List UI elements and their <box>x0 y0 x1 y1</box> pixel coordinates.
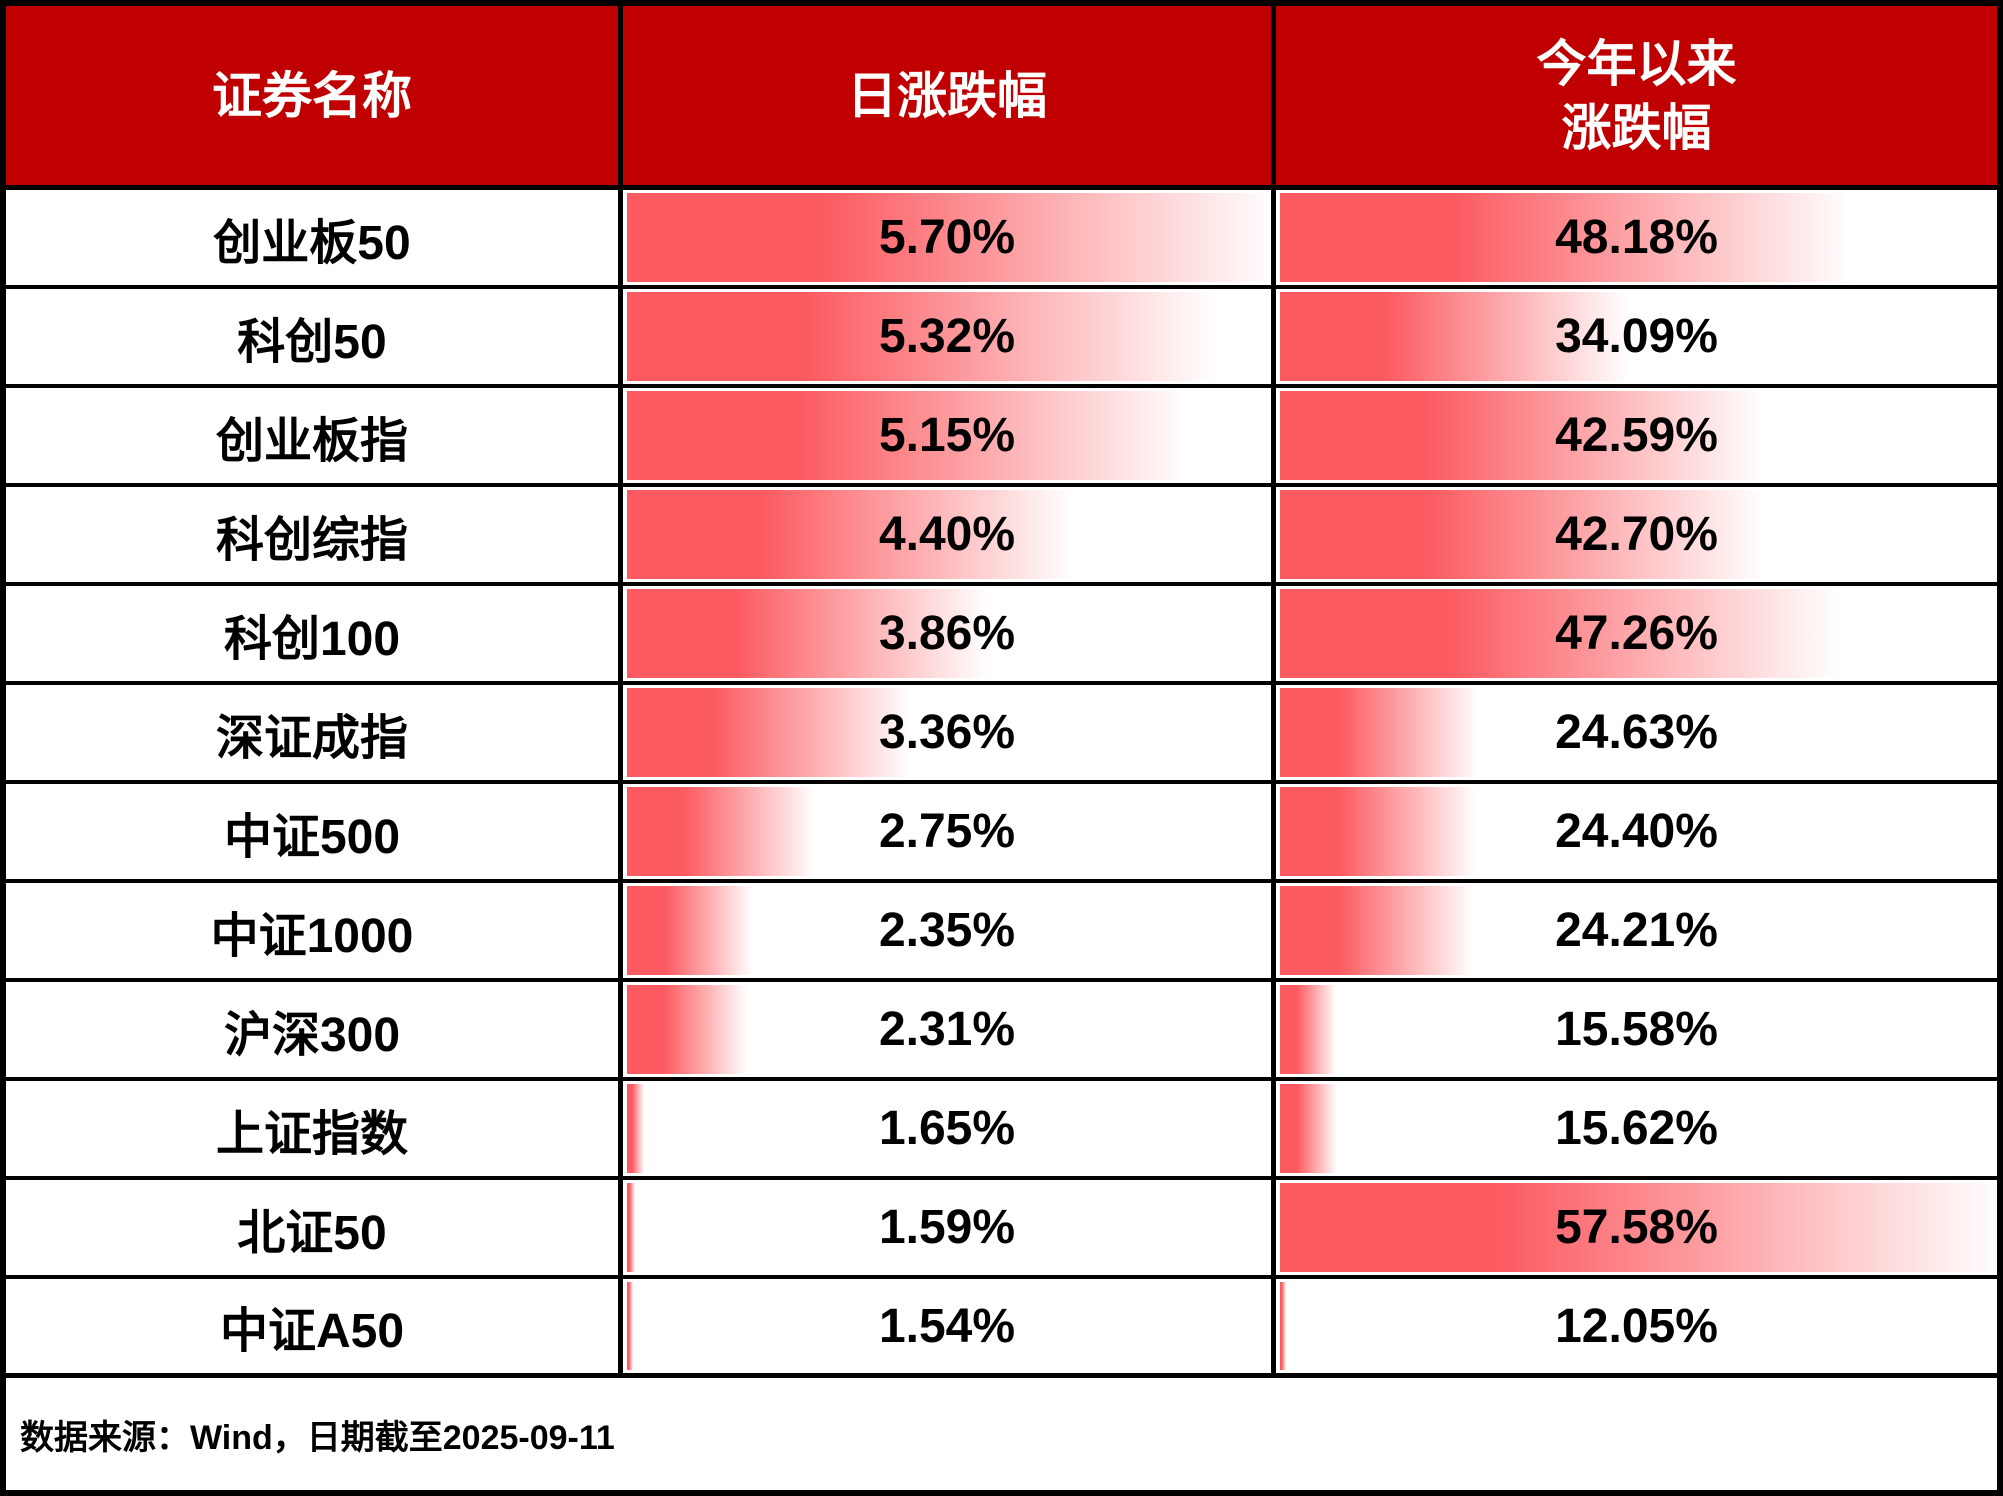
ytd-change-value: 12.05% <box>1555 1299 1718 1353</box>
daily-change-databar <box>627 391 1190 480</box>
header-ytd-line2: 涨跌幅 <box>1561 99 1712 156</box>
index-name: 科创100 <box>6 586 618 685</box>
daily-change-value: 1.65% <box>878 1102 1016 1155</box>
ytd-change-databar <box>1280 1183 1997 1272</box>
index-name: 北证50 <box>6 1180 618 1279</box>
ytd-change-databar <box>1280 589 1838 678</box>
daily-change-cell: 1.59% <box>618 1180 1271 1279</box>
ytd-change-cell: 24.63% <box>1271 685 1997 784</box>
ytd-change-databar <box>1280 391 1764 480</box>
daily-change-databar <box>627 688 911 777</box>
daily-change-cell: 1.54% <box>618 1279 1271 1378</box>
ytd-change-cell: 57.58% <box>1271 1180 1997 1279</box>
ytd-change-cell: 24.40% <box>1271 784 1997 883</box>
ytd-change-cell: 34.09% <box>1271 289 1997 388</box>
daily-change-cell: 2.75% <box>618 784 1271 883</box>
daily-change-databar <box>627 886 754 975</box>
index-name: 沪深300 <box>6 982 618 1081</box>
ytd-change-databar <box>1280 985 1336 1074</box>
daily-change-databar <box>627 985 747 1074</box>
ytd-change-cell: 42.70% <box>1271 487 1997 586</box>
daily-change-cell: 2.35% <box>618 883 1271 982</box>
index-name: 创业板指 <box>6 388 618 487</box>
ytd-change-value: 34.09% <box>1555 310 1718 363</box>
ytd-change-value: 24.63% <box>1555 706 1718 759</box>
index-name: 中证A50 <box>6 1279 618 1378</box>
index-name: 科创综指 <box>6 487 618 586</box>
daily-change-value: 1.54% <box>878 1299 1016 1353</box>
ytd-change-databar <box>1280 886 1473 975</box>
daily-change-value: 5.32% <box>878 310 1016 363</box>
daily-change-value: 2.35% <box>878 904 1016 957</box>
ytd-change-databar <box>1280 490 1766 579</box>
ytd-change-cell: 15.62% <box>1271 1081 1997 1180</box>
daily-change-value: 3.36% <box>878 706 1016 759</box>
ytd-change-databar <box>1280 193 1853 282</box>
daily-change-databar <box>627 193 1271 282</box>
ytd-change-databar <box>1280 688 1480 777</box>
ytd-change-value: 42.70% <box>1555 508 1718 561</box>
ytd-change-cell: 12.05% <box>1271 1279 1997 1378</box>
daily-change-value: 3.86% <box>878 607 1016 660</box>
header-ytd-line1: 今年以来 <box>1536 35 1737 92</box>
ytd-change-value: 24.40% <box>1555 805 1718 858</box>
ytd-change-cell: 42.59% <box>1271 388 1997 487</box>
data-source-text: 数据来源：Wind，日期截至2025-09-11 <box>20 1418 615 1457</box>
ytd-change-value: 15.58% <box>1555 1003 1718 1056</box>
daily-change-value: 2.31% <box>878 1003 1016 1056</box>
ytd-change-cell: 24.21% <box>1271 883 1997 982</box>
daily-change-databar <box>627 490 1073 579</box>
ytd-change-databar <box>1280 787 1476 876</box>
data-source-note: 数据来源：Wind，日期截至2025-09-11 <box>6 1378 1997 1490</box>
index-name: 中证1000 <box>6 883 618 982</box>
ytd-change-value: 15.62% <box>1555 1102 1718 1155</box>
ytd-change-value: 47.26% <box>1555 607 1718 660</box>
daily-change-databar <box>627 292 1216 381</box>
ytd-change-cell: 48.18% <box>1271 190 1997 289</box>
ytd-change-databar <box>1280 292 1630 381</box>
daily-change-value: 2.75% <box>878 805 1016 858</box>
daily-change-cell: 2.31% <box>618 982 1271 1081</box>
ytd-change-value: 42.59% <box>1555 409 1718 462</box>
daily-change-cell: 5.15% <box>618 388 1271 487</box>
index-name: 科创50 <box>6 289 618 388</box>
daily-change-cell: 3.86% <box>618 586 1271 685</box>
daily-change-databar <box>627 1183 635 1272</box>
daily-change-cell: 4.40% <box>618 487 1271 586</box>
header-daily-change: 日涨跌幅 <box>618 6 1271 190</box>
header-security-name: 证券名称 <box>6 6 618 190</box>
daily-change-cell: 5.32% <box>618 289 1271 388</box>
index-name: 上证指数 <box>6 1081 618 1180</box>
daily-change-databar <box>627 787 816 876</box>
daily-change-value: 1.59% <box>878 1201 1016 1254</box>
daily-change-value: 4.40% <box>878 508 1016 561</box>
ytd-change-databar <box>1280 1084 1337 1173</box>
daily-change-databar <box>627 1282 633 1370</box>
daily-change-value: 5.15% <box>878 409 1016 462</box>
daily-change-databar <box>627 589 989 678</box>
index-name: 深证成指 <box>6 685 618 784</box>
index-name: 中证500 <box>6 784 618 883</box>
daily-change-value: 5.70% <box>878 211 1016 264</box>
ytd-change-value: 24.21% <box>1555 904 1718 957</box>
ytd-change-value: 48.18% <box>1555 211 1718 264</box>
ytd-change-databar <box>1280 1282 1287 1370</box>
daily-change-databar <box>627 1084 645 1173</box>
daily-change-cell: 5.70% <box>618 190 1271 289</box>
ytd-change-cell: 47.26% <box>1271 586 1997 685</box>
index-name: 创业板50 <box>6 190 618 289</box>
daily-change-cell: 1.65% <box>618 1081 1271 1180</box>
header-ytd-change: 今年以来 涨跌幅 <box>1271 6 1997 190</box>
daily-change-cell: 3.36% <box>618 685 1271 784</box>
ytd-change-cell: 15.58% <box>1271 982 1997 1081</box>
ytd-change-value: 57.58% <box>1555 1201 1718 1254</box>
